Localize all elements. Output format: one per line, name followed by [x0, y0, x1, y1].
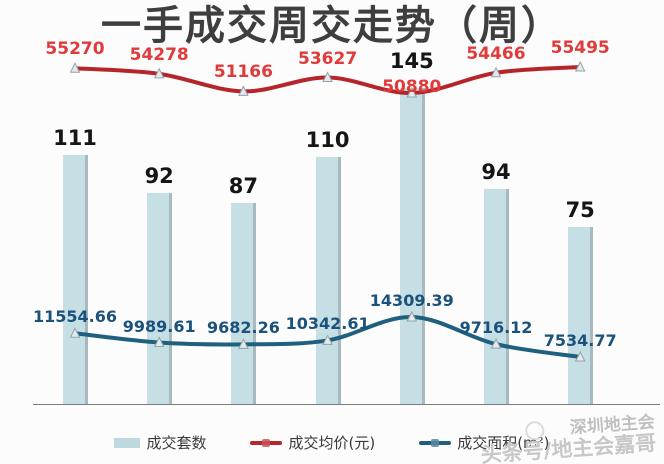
- area-value-label: 7534.77: [543, 331, 617, 350]
- legend: 成交套数 成交均价(元) 成交面积(m²): [0, 432, 664, 453]
- bar-value-label: 94: [481, 159, 511, 184]
- area-value-label: 10342.61: [285, 314, 370, 334]
- area-value-label: 9989.61: [122, 316, 196, 336]
- area-value-label: 14309.39: [369, 291, 454, 311]
- bar-0: [63, 155, 88, 404]
- watermark-seal-icon: [524, 420, 545, 441]
- price-line-marker-icon: [322, 71, 333, 83]
- legend-item-bars: 成交套数: [114, 432, 206, 453]
- price-value-label: 54466: [466, 43, 526, 64]
- bar-value-label: 110: [305, 128, 350, 153]
- price-value-label: 55495: [550, 38, 610, 59]
- legend-item-area-line: 成交面积(m²): [419, 432, 550, 453]
- bar-value-label: 87: [228, 173, 259, 198]
- bar-1: [147, 192, 173, 404]
- red-marker-icon: [262, 438, 271, 447]
- x-axis-line: [33, 404, 660, 405]
- area-value-label: 11554.66: [32, 307, 118, 327]
- bar-5: [484, 188, 509, 404]
- bar-2: [231, 202, 257, 404]
- legend-item-price-line: 成交均价(元): [250, 432, 375, 453]
- price-value-label: 54278: [129, 44, 189, 65]
- bar-3: [315, 157, 341, 404]
- price-value-label: 50880: [382, 77, 442, 97]
- price-line-marker-icon: [574, 60, 586, 72]
- bar-value-label: 111: [53, 126, 97, 151]
- price-line-marker-icon: [153, 67, 165, 79]
- area-value-label: 9682.26: [206, 318, 280, 338]
- bar-value-label: 145: [389, 49, 434, 73]
- price-value-label: 55270: [45, 39, 105, 60]
- area-value-label: 9716.12: [459, 318, 533, 338]
- price-line: [73, 65, 583, 96]
- bar-value-label: 75: [565, 197, 595, 222]
- bar-swatch-icon: [114, 437, 141, 448]
- price-value-label: 51166: [213, 62, 273, 83]
- blue-marker-icon: [431, 438, 440, 447]
- chart-title: 一手成交周交走势（周）: [101, 3, 563, 48]
- red-line-swatch-icon: [250, 438, 283, 447]
- legend-label-area: 成交面积(m²): [457, 434, 550, 452]
- bar-4: [399, 87, 425, 404]
- price-line-marker-icon: [238, 85, 249, 96]
- bar-6: [568, 226, 594, 404]
- bar-value-label: 92: [144, 163, 174, 188]
- price-line-marker-icon: [69, 62, 81, 73]
- price-line-marker-icon: [490, 66, 502, 78]
- legend-label-bars: 成交套数: [146, 434, 207, 452]
- blue-line-swatch-icon: [419, 438, 452, 447]
- price-value-label: 53627: [298, 48, 358, 69]
- legend-label-price: 成交均价(元): [288, 434, 376, 452]
